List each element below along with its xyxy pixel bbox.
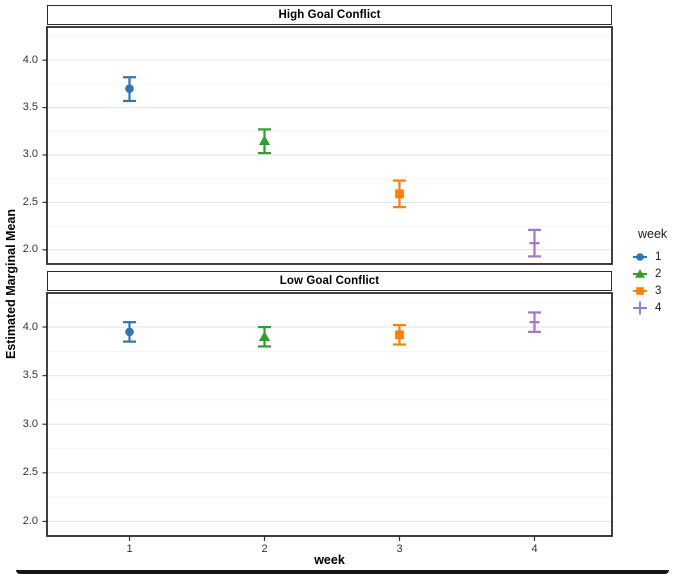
facet-strip-high-goal-conflict: High Goal Conflict <box>47 5 612 25</box>
x-tick-label: 4 <box>531 543 538 555</box>
y-tick-label: 3.0 <box>22 148 38 161</box>
point-week-3-high-goal-conflict <box>393 179 406 209</box>
y-tick-label: 2.5 <box>22 466 38 479</box>
circle-key-icon <box>633 252 647 261</box>
point-week-1-high-goal-conflict <box>123 76 136 103</box>
y-axis-title: Estimated Marginal Mean <box>4 208 18 360</box>
legend-item-label: 1 <box>655 250 662 263</box>
point-week-1-low-goal-conflict <box>123 321 136 343</box>
square-key-icon <box>633 286 647 295</box>
x-tick-label: 3 <box>396 543 403 555</box>
legend-item-label: 4 <box>655 301 662 314</box>
facet-panel-high-goal-conflict <box>42 26 613 265</box>
legend-item-week-3: 3 <box>631 282 685 299</box>
y-tick-label: 3.0 <box>22 417 38 430</box>
point-week-2-high-goal-conflict <box>258 128 271 155</box>
legend-item-week-2: 2 <box>631 265 685 282</box>
x-tick-label: 2 <box>261 543 268 555</box>
y-tick-label: 3.5 <box>22 369 38 382</box>
y-tick-label: 4.0 <box>22 53 38 66</box>
point-week-2-low-goal-conflict <box>258 325 271 348</box>
legend-item-week-4: 4 <box>631 299 685 316</box>
x-tick-label: 1 <box>126 543 133 555</box>
window-bottom-edge <box>16 570 669 574</box>
legend: week 1 2 3 4 <box>631 227 685 316</box>
legend-item-week-1: 1 <box>631 248 685 265</box>
point-week-4-high-goal-conflict <box>528 228 541 258</box>
facet-strip-low-goal-conflict: Low Goal Conflict <box>47 271 612 291</box>
y-tick-label: 3.5 <box>22 101 38 114</box>
y-tick-label: 4.0 <box>22 320 38 333</box>
point-week-3-low-goal-conflict <box>393 323 406 346</box>
legend-title: week <box>638 227 668 241</box>
plus-key-icon <box>633 301 647 314</box>
facet-panel-low-goal-conflict <box>42 292 613 541</box>
y-tick-label: 2.5 <box>22 195 38 208</box>
legend-items: 1 2 3 4 <box>631 248 685 316</box>
y-tick-label: 2.0 <box>22 514 38 527</box>
triangle-key-icon <box>633 268 647 278</box>
legend-item-label: 2 <box>655 267 662 280</box>
point-week-4-low-goal-conflict <box>528 311 541 333</box>
legend-item-label: 3 <box>655 284 662 297</box>
x-axis-title: week <box>314 553 345 567</box>
y-tick-label: 2.0 <box>22 243 38 256</box>
